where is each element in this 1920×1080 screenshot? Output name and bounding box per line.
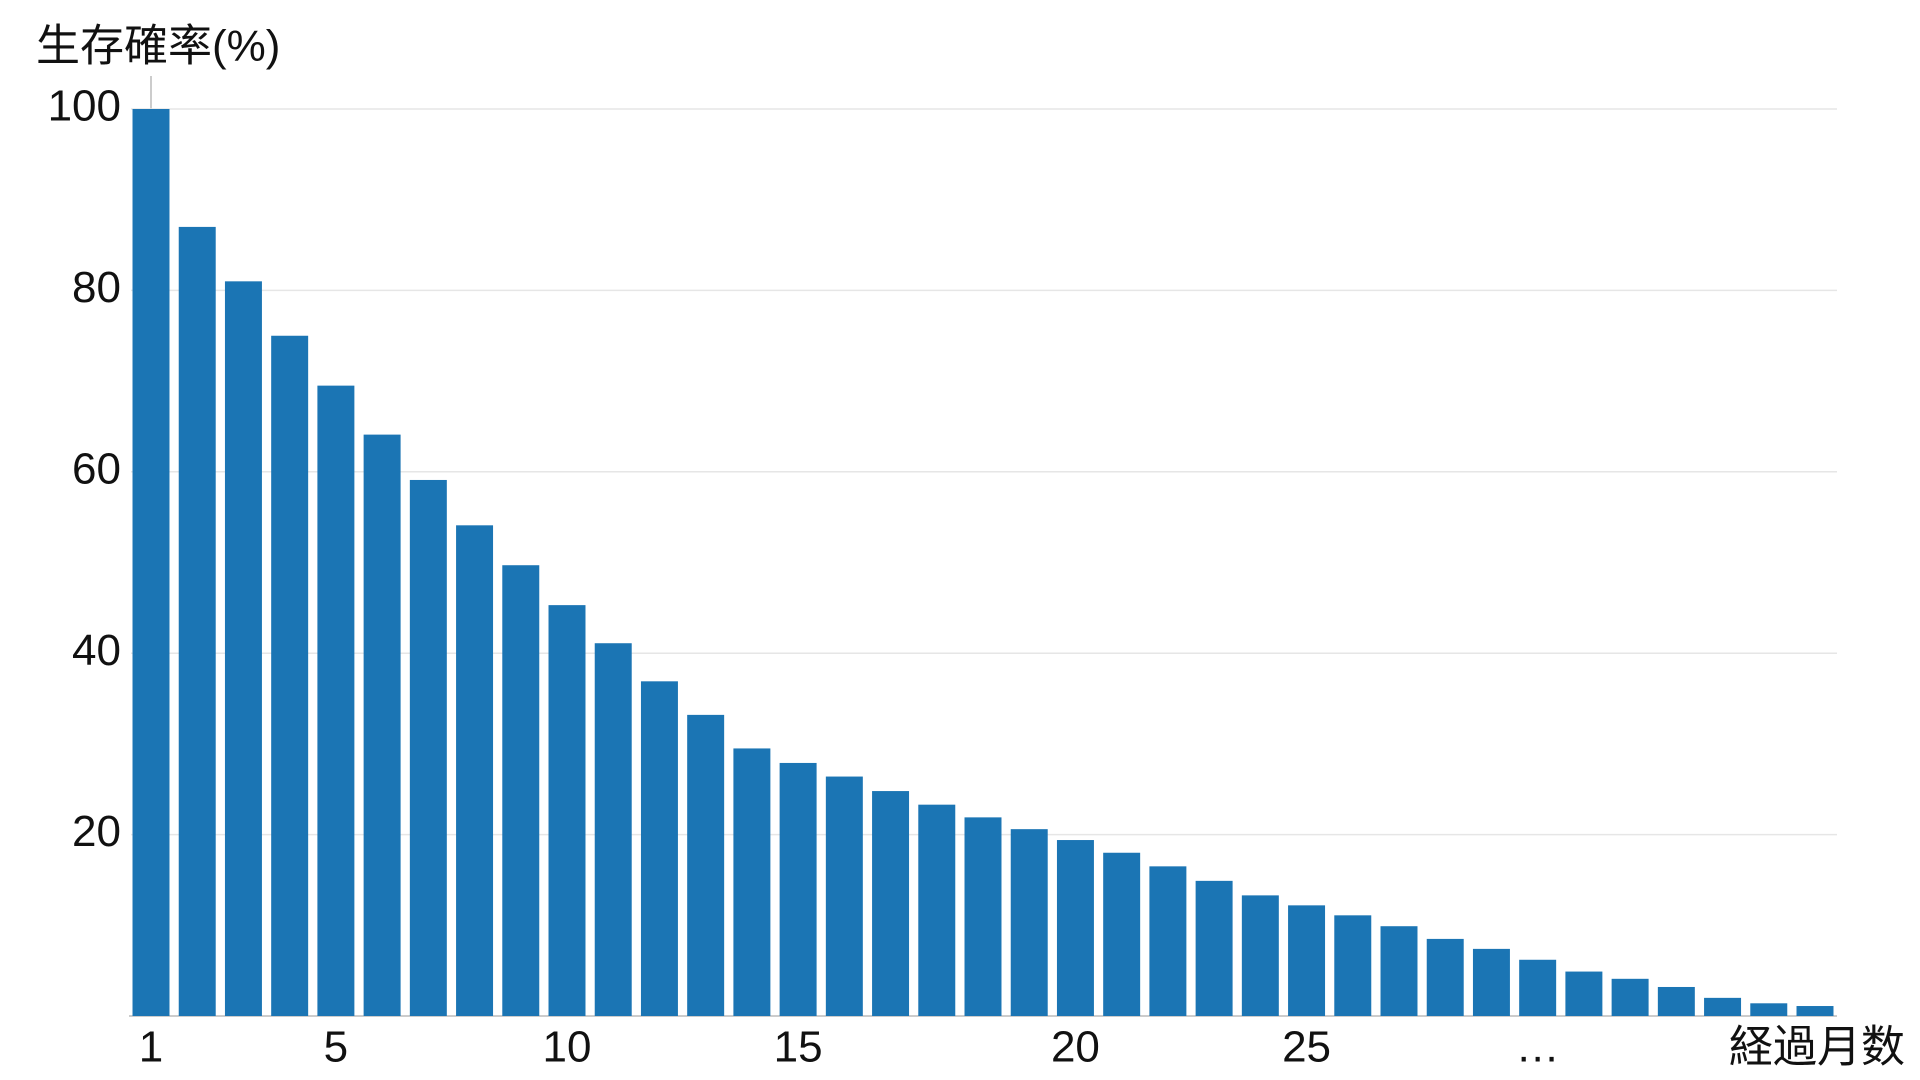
x-tick-label: …	[1516, 1023, 1560, 1072]
y-tick-label: 20	[72, 807, 121, 856]
bar	[918, 804, 956, 1016]
x-axis-title: 経過月数	[1729, 1023, 1905, 1072]
bar	[733, 748, 771, 1016]
bar	[1704, 997, 1742, 1016]
bar	[964, 817, 1002, 1016]
bar	[640, 681, 678, 1016]
y-tick-label: 60	[72, 444, 121, 493]
bar	[1241, 895, 1279, 1016]
bar	[1565, 971, 1603, 1016]
bar	[1796, 1006, 1834, 1016]
bar	[317, 385, 355, 1016]
bar	[1519, 959, 1557, 1016]
bar	[1288, 905, 1326, 1016]
bar	[1149, 866, 1187, 1016]
bar	[363, 434, 401, 1016]
bar	[594, 643, 632, 1016]
bar	[687, 714, 725, 1016]
y-axis-title: 生存確率(%)	[36, 22, 280, 71]
bar	[409, 479, 447, 1016]
bar	[1472, 948, 1510, 1016]
x-tick-label: 1	[139, 1023, 163, 1072]
bar	[502, 565, 540, 1016]
bar	[779, 762, 817, 1016]
bar	[1010, 829, 1048, 1016]
bar	[1426, 938, 1464, 1016]
bar	[456, 525, 494, 1016]
bar	[271, 335, 309, 1016]
bar	[224, 281, 262, 1017]
bar	[872, 791, 910, 1016]
bar	[825, 776, 863, 1016]
bar	[1056, 840, 1094, 1016]
bar	[1195, 880, 1233, 1016]
bar	[1334, 915, 1372, 1016]
bar	[1750, 1003, 1788, 1016]
bar	[178, 226, 216, 1016]
x-tick-label: 20	[1051, 1023, 1100, 1072]
bar	[1380, 926, 1418, 1016]
bar	[132, 109, 170, 1016]
y-tick-label: 80	[72, 263, 121, 312]
y-tick-label: 100	[48, 82, 121, 131]
bar	[1103, 852, 1141, 1016]
y-tick-label: 40	[72, 626, 121, 675]
bar	[1657, 986, 1695, 1016]
x-tick-label: 10	[543, 1023, 592, 1072]
bar	[548, 605, 586, 1016]
x-tick-label: 25	[1282, 1023, 1331, 1072]
bar	[1611, 978, 1649, 1016]
x-tick-label: 15	[774, 1023, 823, 1072]
x-tick-label: 5	[324, 1023, 348, 1072]
